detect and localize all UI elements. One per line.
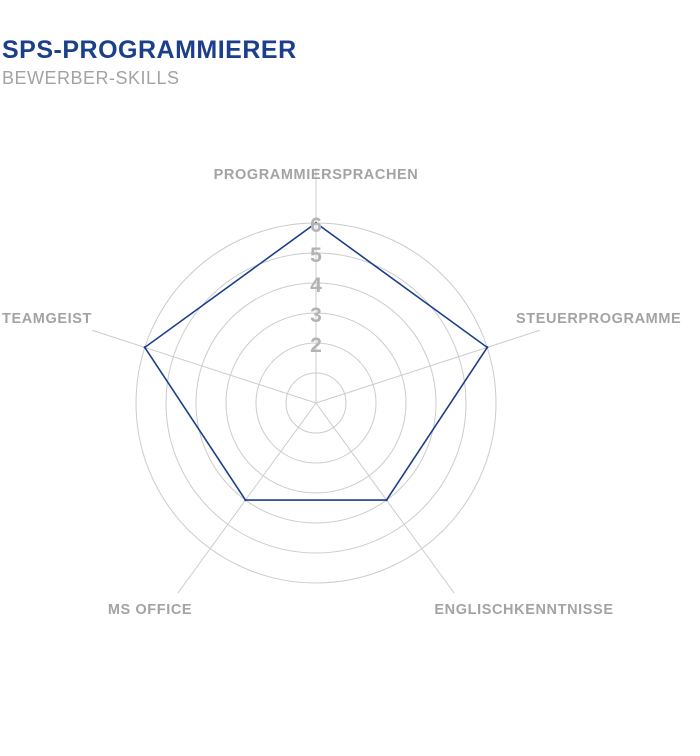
axis-lines (92, 168, 540, 594)
axis-line (92, 329, 317, 404)
tick-labels: 2 3 4 5 6 (310, 214, 322, 357)
data-point (385, 498, 388, 502)
axis-line (315, 402, 455, 594)
axis-label: ENGLISCHKENNTNISSE (434, 602, 613, 618)
axis-label: TEAMGEIST (2, 311, 92, 327)
series-polygon (143, 222, 489, 501)
data-point (244, 498, 247, 502)
tick-label: 3 (310, 304, 322, 327)
tick-label: 5 (310, 244, 322, 267)
axis-line (177, 402, 317, 594)
tick-label: 2 (310, 334, 322, 357)
tick-label: 4 (310, 274, 322, 297)
axis-label: PROGRAMMIERSPRACHEN (214, 167, 419, 183)
data-point (485, 346, 489, 349)
axis-line (315, 329, 540, 404)
axis-label: MS OFFICE (108, 602, 192, 618)
data-point (314, 221, 318, 225)
chart-subtitle: BEWERBER-SKILLS (2, 68, 180, 88)
data-point (143, 346, 147, 349)
chart-title: SPS-PROGRAMMIERER (2, 36, 297, 64)
axis-labels: PROGRAMMIERSPRACHEN STEUERPROGRAMME ENGLIS… (2, 167, 681, 618)
series-layer (143, 221, 489, 502)
axis-label: STEUERPROGRAMME (516, 311, 681, 327)
tick-label: 6 (310, 214, 322, 237)
